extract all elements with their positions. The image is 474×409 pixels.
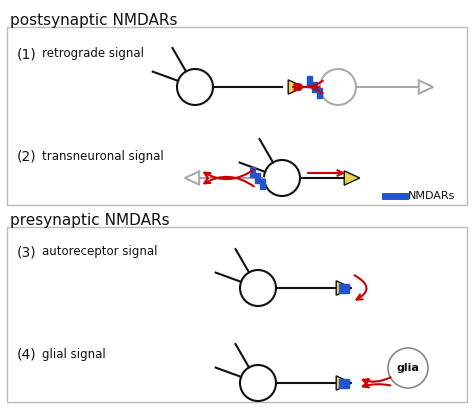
Text: (2): (2) <box>17 150 36 164</box>
FancyBboxPatch shape <box>339 288 349 292</box>
FancyBboxPatch shape <box>339 378 349 382</box>
Polygon shape <box>336 376 352 390</box>
Polygon shape <box>185 171 199 184</box>
FancyBboxPatch shape <box>312 82 318 92</box>
Text: transneuronal signal: transneuronal signal <box>42 150 164 163</box>
Text: (3): (3) <box>17 245 36 259</box>
FancyBboxPatch shape <box>339 283 349 288</box>
FancyBboxPatch shape <box>255 173 261 183</box>
Text: glia: glia <box>397 363 419 373</box>
Text: (1): (1) <box>17 47 37 61</box>
Text: postsynaptic NMDARs: postsynaptic NMDARs <box>10 13 177 28</box>
FancyBboxPatch shape <box>339 384 349 387</box>
FancyBboxPatch shape <box>261 179 265 189</box>
Polygon shape <box>336 281 352 295</box>
FancyBboxPatch shape <box>318 88 322 98</box>
Polygon shape <box>288 80 304 94</box>
Text: autoreceptor signal: autoreceptor signal <box>42 245 157 258</box>
Text: glial signal: glial signal <box>42 348 106 361</box>
FancyBboxPatch shape <box>250 167 255 177</box>
FancyBboxPatch shape <box>7 27 467 205</box>
Polygon shape <box>419 81 433 94</box>
Text: NMDARs: NMDARs <box>408 191 456 201</box>
FancyBboxPatch shape <box>7 227 467 402</box>
Text: retrograde signal: retrograde signal <box>42 47 144 60</box>
Polygon shape <box>344 171 360 185</box>
Text: presynaptic NMDARs: presynaptic NMDARs <box>10 213 170 228</box>
FancyBboxPatch shape <box>308 76 312 86</box>
Text: (4): (4) <box>17 348 36 362</box>
